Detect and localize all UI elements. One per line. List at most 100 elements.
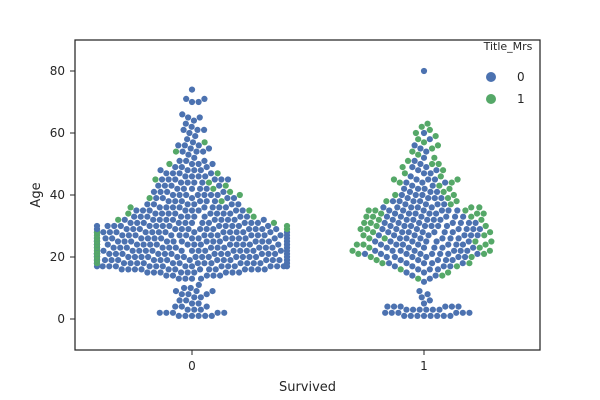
swarm-point-title-mrs-0 [125, 266, 132, 273]
swarm-point-title-mrs-0 [138, 266, 145, 273]
swarm-point-title-mrs-0 [183, 297, 190, 304]
swarm-point-title-mrs-0 [424, 216, 431, 223]
swarm-point-title-mrs-0 [196, 114, 203, 121]
swarm-point-title-mrs-0 [216, 238, 223, 245]
swarm-point-title-mrs-0 [191, 154, 198, 161]
swarm-point-title-mrs-0 [267, 229, 274, 236]
swarm-point-title-mrs-0 [248, 219, 255, 226]
swarm-point-title-mrs-0 [403, 269, 410, 276]
swarm-point-title-mrs-0 [222, 235, 229, 242]
swarm-point-title-mrs-0 [408, 204, 415, 211]
swarm-point-title-mrs-1 [444, 195, 452, 202]
swarm-point-title-mrs-0 [182, 207, 189, 214]
swarm-point-title-mrs-0 [121, 238, 128, 245]
swarm-point-title-mrs-0 [183, 232, 190, 239]
swarm-point-title-mrs-0 [203, 226, 210, 233]
swarm-point-title-mrs-0 [188, 98, 196, 106]
swarm-point-title-mrs-0 [186, 129, 193, 137]
swarm-point-title-mrs-0 [175, 142, 182, 149]
swarm-point-title-mrs-0 [150, 188, 158, 195]
swarm-point-title-mrs-0 [437, 250, 444, 257]
swarm-point-title-mrs-1 [424, 120, 431, 127]
swarm-point-title-mrs-0 [112, 250, 119, 257]
swarm-point-title-mrs-0 [227, 257, 234, 264]
swarm-point-title-mrs-0 [191, 306, 198, 313]
x-tick-label: 1 [420, 359, 428, 373]
swarm-point-title-mrs-0 [273, 226, 280, 233]
swarm-point-title-mrs-0 [146, 207, 153, 214]
swarm-point-title-mrs-0 [412, 210, 419, 217]
swarm-point-title-mrs-0 [428, 204, 435, 211]
swarm-point-title-mrs-0 [418, 294, 425, 301]
swarm-point-title-mrs-0 [220, 188, 227, 195]
swarm-point-title-mrs-0 [434, 257, 442, 264]
swarm-point-title-mrs-0 [125, 253, 132, 261]
swarm-point-title-mrs-0 [205, 145, 213, 152]
swarm-point-title-mrs-0 [423, 164, 430, 171]
swarm-point-title-mrs-0 [214, 244, 221, 251]
swarm-point-title-mrs-0 [188, 275, 196, 282]
swarm-point-title-mrs-0 [188, 195, 196, 202]
swarm-point-title-mrs-0 [442, 257, 450, 264]
swarm-point-title-mrs-1 [283, 222, 291, 230]
swarm-point-title-mrs-0 [261, 266, 268, 273]
swarm-point-title-mrs-0 [269, 244, 276, 251]
swarm-point-title-mrs-0 [391, 263, 398, 270]
swarm-point-title-mrs-0 [228, 201, 235, 208]
swarm-point-title-mrs-0 [175, 219, 182, 226]
swarm-point-title-mrs-0 [402, 201, 409, 208]
swarm-point-title-mrs-0 [265, 222, 272, 230]
swarm-point-title-mrs-0 [442, 303, 449, 310]
swarm-point-title-mrs-0 [277, 232, 284, 239]
swarm-point-title-mrs-0 [420, 260, 428, 267]
swarm-point-title-mrs-1 [355, 250, 362, 257]
swarm-point-title-mrs-0 [188, 312, 196, 319]
legend-marker [486, 72, 496, 82]
swarm-point-title-mrs-0 [195, 98, 202, 106]
swarm-point-title-mrs-1 [201, 139, 208, 146]
swarm-point-title-mrs-0 [191, 213, 198, 220]
swarm-point-title-mrs-1 [226, 188, 234, 195]
swarm-point-title-mrs-0 [457, 247, 464, 254]
swarm-point-title-mrs-0 [163, 204, 170, 211]
swarm-point-title-mrs-0 [271, 235, 278, 242]
swarm-point-title-mrs-0 [179, 148, 186, 155]
swarm-point-title-mrs-0 [431, 176, 439, 183]
swarm-point-title-mrs-0 [205, 253, 212, 261]
swarm-point-title-mrs-0 [185, 151, 192, 158]
swarm-point-title-mrs-0 [172, 244, 179, 251]
swarm-point-title-mrs-0 [237, 247, 244, 254]
x-tick-label: 0 [188, 359, 196, 373]
swarm-point-title-mrs-0 [459, 309, 466, 316]
swarm-point-title-mrs-1 [375, 216, 382, 223]
swarm-point-title-mrs-0 [472, 219, 479, 226]
swarm-point-title-mrs-0 [216, 272, 224, 279]
swarm-point-title-mrs-0 [208, 312, 215, 319]
swarm-point-title-mrs-0 [196, 266, 204, 273]
swarm-point-title-mrs-0 [161, 182, 168, 189]
swarm-point-title-mrs-0 [195, 281, 202, 288]
swarm-point-title-mrs-0 [153, 195, 160, 202]
swarm-point-title-mrs-1 [349, 247, 356, 254]
swarm-point-title-mrs-0 [208, 260, 215, 267]
swarm-point-title-mrs-1 [462, 207, 469, 214]
swarm-point-title-mrs-0 [156, 309, 163, 316]
swarm-point-title-mrs-1 [476, 204, 483, 211]
swarm-point-title-mrs-1 [246, 207, 253, 214]
swarm-point-title-mrs-0 [180, 253, 188, 261]
swarm-point-title-mrs-0 [455, 226, 462, 233]
swarm-point-title-mrs-0 [172, 303, 179, 310]
swarm-point-title-mrs-0 [237, 260, 244, 267]
swarm-point-title-mrs-0 [447, 312, 454, 319]
swarm-point-title-mrs-0 [438, 195, 445, 202]
swarm-point-title-mrs-0 [403, 235, 410, 242]
swarm-point-title-mrs-0 [420, 300, 428, 307]
swarm-point-title-mrs-0 [230, 247, 237, 254]
swarm-point-title-mrs-0 [104, 222, 111, 230]
swarm-point-title-mrs-0 [188, 185, 196, 192]
swarm-point-title-mrs-0 [185, 114, 192, 121]
swarm-point-title-mrs-0 [201, 232, 208, 239]
swarm-point-title-mrs-1 [415, 136, 422, 143]
swarm-point-title-mrs-1 [480, 210, 487, 217]
swarm-point-title-mrs-0 [240, 241, 247, 248]
